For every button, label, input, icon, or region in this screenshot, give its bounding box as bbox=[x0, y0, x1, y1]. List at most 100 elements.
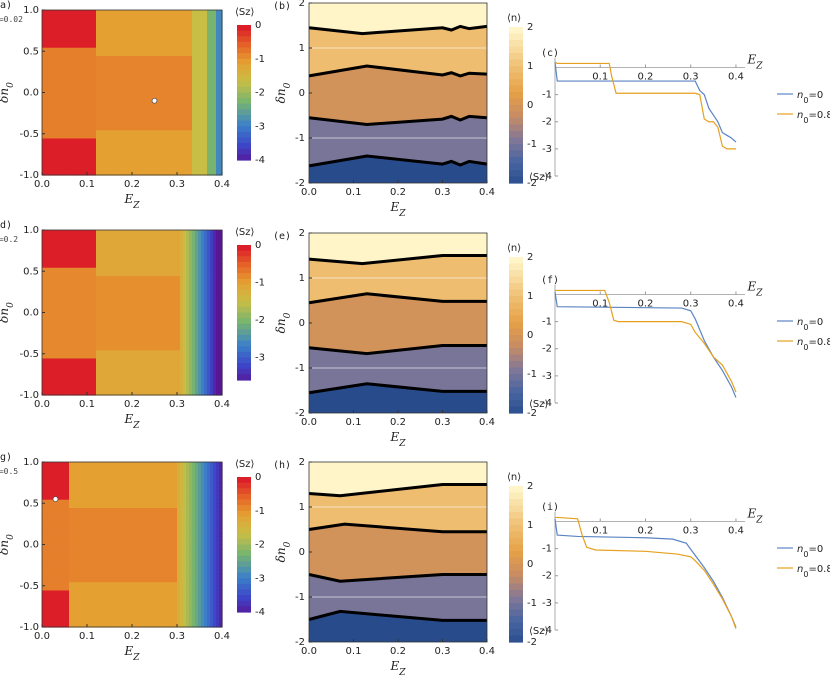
heat-cell bbox=[198, 246, 202, 252]
heat-cell bbox=[192, 250, 196, 256]
heat-cell bbox=[150, 329, 154, 334]
heat-cell bbox=[105, 329, 109, 334]
heat-cell bbox=[201, 22, 205, 28]
colorbar-segment bbox=[509, 150, 523, 158]
heat-cell bbox=[141, 34, 145, 40]
heat-cell bbox=[144, 80, 148, 85]
heat-cell bbox=[63, 250, 67, 256]
heat-cell bbox=[174, 166, 178, 172]
heat-cell bbox=[180, 246, 184, 252]
heat-cell bbox=[171, 137, 175, 143]
heat-cell bbox=[123, 125, 127, 131]
heat-cell bbox=[195, 166, 199, 172]
heat-cell bbox=[162, 254, 166, 260]
heat-cell bbox=[216, 390, 220, 396]
heat-cell bbox=[126, 113, 130, 118]
heat-cell bbox=[198, 353, 202, 359]
heat-cell bbox=[213, 67, 217, 73]
heat-cell bbox=[66, 312, 70, 318]
heat-cell bbox=[195, 30, 199, 36]
heat-cell bbox=[96, 287, 100, 293]
heat-cell bbox=[48, 80, 52, 85]
heat-cell bbox=[51, 242, 55, 248]
heat-cell bbox=[48, 353, 52, 359]
heat-cell bbox=[183, 71, 187, 77]
heat-cell bbox=[138, 287, 142, 293]
heat-cell bbox=[114, 84, 118, 89]
heat-cell bbox=[150, 287, 154, 293]
heat-cell bbox=[174, 14, 178, 19]
heat-cell bbox=[213, 242, 217, 248]
heat-cell bbox=[54, 329, 58, 334]
heat-cell bbox=[150, 279, 154, 285]
heat-cell bbox=[126, 390, 130, 396]
heat-cell bbox=[219, 100, 223, 106]
heat-cell bbox=[162, 47, 166, 52]
heat-cell bbox=[90, 14, 94, 19]
heat-cell bbox=[99, 30, 103, 36]
heat-cell bbox=[99, 100, 103, 106]
heat-cell bbox=[108, 30, 112, 36]
heat-cell bbox=[69, 38, 73, 44]
heat-cell bbox=[69, 71, 73, 77]
heat-cell bbox=[135, 133, 139, 139]
heat-cell bbox=[204, 43, 208, 48]
heat-cell bbox=[180, 76, 184, 81]
heat-cell bbox=[129, 129, 133, 135]
heat-cell bbox=[162, 125, 166, 131]
heat-cell bbox=[108, 296, 112, 301]
heat-cell bbox=[147, 263, 151, 268]
heat-cell bbox=[42, 154, 46, 160]
heat-cell bbox=[126, 47, 130, 52]
colorbar-segment bbox=[509, 176, 523, 184]
heat-cell bbox=[102, 242, 106, 248]
heat-cell bbox=[138, 51, 142, 56]
heat-cell bbox=[60, 258, 64, 264]
heat-cell bbox=[213, 76, 217, 81]
y-tick-label: -2 bbox=[295, 178, 305, 189]
heat-cell bbox=[105, 92, 109, 98]
heat-cell bbox=[108, 238, 112, 243]
heat-cell bbox=[48, 263, 52, 268]
heat-cell bbox=[153, 291, 157, 297]
heat-cell bbox=[129, 291, 133, 297]
heat-cell bbox=[180, 366, 184, 371]
heat-cell bbox=[186, 92, 190, 98]
heat-cell bbox=[150, 80, 154, 85]
heat-cell bbox=[156, 129, 160, 135]
heat-cell bbox=[219, 312, 223, 318]
heat-cell bbox=[96, 283, 100, 289]
heat-cell bbox=[207, 357, 211, 363]
heat-cell bbox=[147, 378, 151, 384]
heat-cell bbox=[177, 234, 181, 239]
heat-cell bbox=[213, 312, 217, 318]
heat-cell bbox=[201, 316, 205, 322]
heat-cell bbox=[135, 234, 139, 239]
heat-cell bbox=[144, 242, 148, 248]
colorbar-title: ⟨Sz⟩ bbox=[235, 7, 254, 18]
heat-cell bbox=[144, 337, 148, 342]
heat-cell bbox=[219, 43, 223, 48]
heat-cell bbox=[213, 113, 217, 118]
heat-cell bbox=[174, 291, 178, 297]
heat-cell bbox=[96, 142, 100, 147]
heat-cell bbox=[63, 341, 67, 347]
heat-cell bbox=[180, 390, 184, 396]
heat-cell bbox=[192, 324, 196, 330]
heat-cell bbox=[183, 357, 187, 363]
heat-cell bbox=[48, 333, 52, 338]
heat-cell bbox=[105, 88, 109, 94]
heat-cell bbox=[45, 357, 49, 363]
heat-cell bbox=[165, 34, 169, 40]
heat-cell bbox=[201, 283, 205, 289]
heat-cell bbox=[201, 14, 205, 19]
heat-cell bbox=[111, 104, 115, 110]
heat-cell bbox=[78, 146, 82, 151]
heat-cell bbox=[48, 150, 52, 155]
heat-cell bbox=[201, 300, 205, 305]
heat-cell bbox=[45, 370, 49, 375]
heat-cell bbox=[174, 142, 178, 147]
heat-cell bbox=[48, 125, 52, 131]
heat-cell bbox=[165, 374, 169, 380]
heat-cell bbox=[201, 30, 205, 36]
